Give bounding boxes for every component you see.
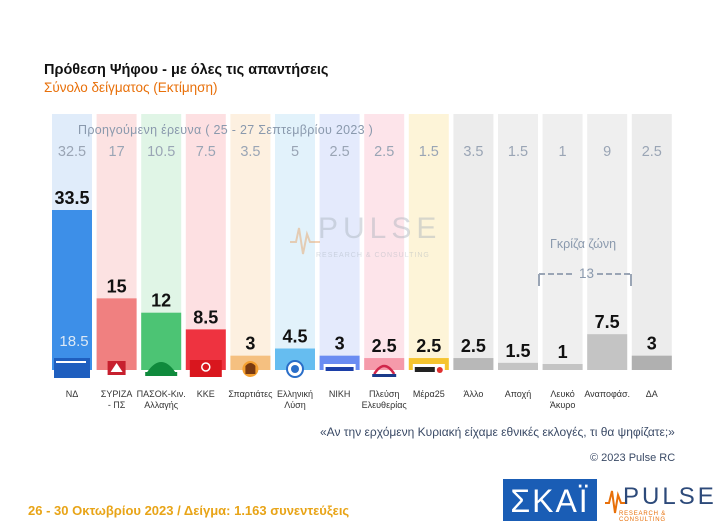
previous-value-label: 2.5: [642, 144, 662, 160]
category-label: Ελευθερίας: [362, 400, 408, 410]
pasok-logo-icon: [145, 362, 178, 376]
grey-zone-label: Γκρίζα ζώνη: [550, 237, 617, 251]
value-label: 3: [335, 334, 345, 354]
plefsi-logo-icon: [372, 364, 397, 377]
column-background: [631, 114, 672, 370]
bar: [542, 364, 583, 370]
syriza-logo-icon: [107, 361, 126, 375]
grey-zone-bracket: [538, 273, 632, 286]
category-label: ΝΙΚΗ: [329, 389, 351, 399]
column-background: [364, 114, 405, 370]
category-label: - ΠΣ: [108, 400, 126, 410]
survey-question: «Αν την ερχόμενη Κυριακή είχαμε εθνικές …: [320, 425, 675, 439]
value-label: 7.5: [595, 312, 620, 332]
category-label: Αποχή: [505, 389, 532, 399]
previous-value-label: 1.5: [419, 144, 439, 160]
bar: [364, 358, 405, 370]
category-label: Αναποφάσ.: [584, 389, 630, 399]
value-label: 1.5: [505, 341, 530, 361]
previous-value-label: 3.5: [240, 144, 260, 160]
category-label: Λύση: [284, 400, 306, 410]
value-label: 2.5: [461, 336, 486, 356]
value-label: 12: [151, 291, 171, 311]
category-label: Ελληνική: [277, 389, 313, 399]
column-background: [453, 114, 494, 370]
column-background: [319, 114, 360, 370]
category-label: Πλεύση: [369, 389, 400, 399]
chart-subtitle: Σύνολο δείγματος (Εκτίμηση): [44, 80, 218, 95]
bar: [141, 312, 182, 370]
niki-logo-icon: [323, 364, 356, 374]
previous-value-label: 32.5: [58, 144, 86, 160]
category-label: Μέρα25: [413, 389, 445, 399]
value-label: 1: [558, 342, 568, 362]
pulse-logo-wave-icon: [605, 490, 625, 514]
bar: [453, 358, 494, 370]
pulse-wave-icon: [290, 227, 320, 255]
value-label: 2.5: [416, 336, 441, 356]
watermark-subtext: RESEARCH & CONSULTING: [316, 252, 430, 259]
previous-survey-label: Προηγούμενη έρευνα ( 25 - 27 Σεπτεμβρίου…: [78, 123, 374, 137]
bar: [498, 362, 538, 370]
value-label: 15: [107, 276, 127, 296]
skai-logo: ΣΚΑΪ: [503, 479, 597, 521]
column-background: [542, 114, 583, 370]
previous-value-label: 5: [291, 144, 299, 160]
category-label: Αλλαγής: [144, 400, 179, 410]
column-background: [498, 114, 538, 370]
category-label: Σπαρτιάτες: [228, 389, 273, 399]
column-background: [185, 114, 226, 370]
category-label: ΣΥΡΙΖΑ: [101, 389, 133, 399]
spartiates-logo-icon: [242, 361, 259, 377]
survey-footer: 26 - 30 Οκτωβρίου 2023 / Δείγμα: 1.163 σ…: [28, 503, 350, 518]
watermark-text: PULSE: [318, 212, 442, 245]
grey-zone-value: 13: [579, 266, 595, 281]
previous-value-label: 17: [109, 144, 125, 160]
category-label: ΝΔ: [66, 389, 79, 399]
nd-logo-icon: [54, 358, 90, 378]
previous-value-label: 3.5: [463, 144, 483, 160]
previous-value-label: 7.5: [196, 144, 216, 160]
copyright: © 2023 Pulse RC: [590, 452, 676, 464]
category-label: ΔΑ: [646, 389, 658, 399]
value-label: 3: [245, 334, 255, 354]
previous-value-label: 1: [559, 144, 567, 160]
category-label: Άλλο: [463, 389, 483, 399]
category-label: ΚΚΕ: [197, 389, 215, 399]
bar: [631, 355, 672, 370]
value-label: 8.5: [193, 307, 218, 327]
skai-logo-text: ΣΚΑΪ: [510, 483, 589, 519]
category-label: Άκυρο: [550, 400, 576, 410]
value-label: 2.5: [372, 336, 397, 356]
bar: [52, 210, 92, 370]
category-label: Λευκό: [550, 389, 574, 399]
bar: [275, 348, 315, 370]
kke-logo-icon: [189, 360, 222, 377]
column-background: [587, 114, 628, 370]
previous-value-label: 10.5: [147, 144, 175, 160]
bar: [96, 298, 137, 370]
value-label: 4.5: [282, 327, 307, 347]
previous-value-label: 9: [603, 144, 611, 160]
category-label: ΠΑΣΟΚ-Κιν.: [137, 389, 186, 399]
previous-value-label: 1.5: [508, 144, 528, 160]
bar: [587, 334, 628, 370]
pulse-watermark: PULSE RESEARCH & CONSULTING: [290, 212, 450, 270]
column-background: [408, 114, 449, 370]
previous-value-label: 2.5: [374, 144, 394, 160]
value-label: 3: [647, 334, 657, 354]
elliniki-lysi-logo-icon: [286, 360, 304, 378]
column-background: [275, 114, 315, 370]
chart-title: Πρόθεση Ψήφου - με όλες τις απαντήσεις: [44, 62, 329, 78]
mera25-logo-icon: [412, 364, 445, 376]
pulse-logo: PULSE RESEARCH & CONSULTING: [605, 483, 714, 523]
column-background: [230, 114, 271, 370]
value-label: 33.5: [54, 188, 89, 208]
pulse-logo-text: PULSE: [623, 483, 717, 510]
previous-value-label: 2.5: [330, 144, 350, 160]
pulse-logo-subtext: RESEARCH & CONSULTING: [619, 511, 667, 523]
annotation-label: 18.5: [59, 333, 88, 350]
